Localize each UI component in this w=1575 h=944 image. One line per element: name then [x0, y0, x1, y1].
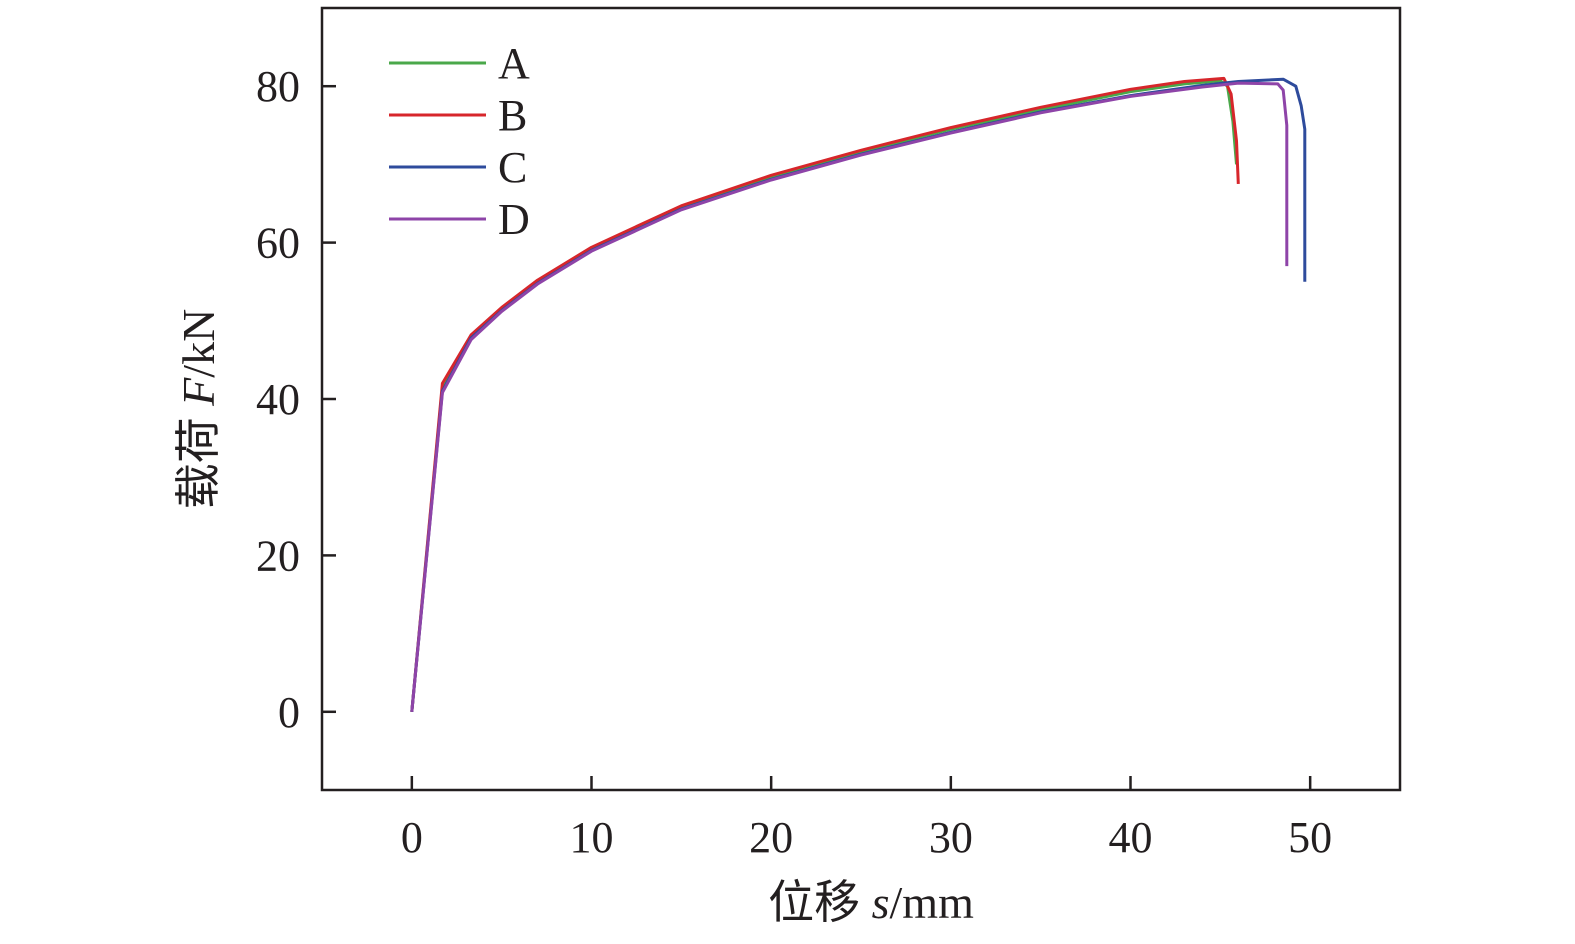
y-tick-label: 0: [278, 688, 300, 737]
y-tick-label: 40: [256, 375, 300, 424]
series-line-a: [410, 79, 1238, 712]
x-tick-label: 30: [929, 813, 973, 862]
y-tick-label: 20: [256, 531, 300, 580]
x-tick-label: 40: [1109, 813, 1153, 862]
series-line-d: [410, 81, 1289, 712]
y-tick-label: 80: [256, 62, 300, 111]
legend-label-a: A: [498, 39, 530, 88]
x-tick-label: 0: [401, 813, 423, 862]
x-tick-label: 10: [570, 813, 614, 862]
x-tick-label: 20: [749, 813, 793, 862]
plot-lines: [410, 76, 1307, 712]
x-axis-label: 位移 s/mm: [768, 877, 974, 928]
y-axis-label: 载荷 F/kN: [173, 309, 224, 510]
plot-frame: [320, 6, 1402, 792]
y-tick-label: 60: [256, 219, 300, 268]
series-line-b: [410, 76, 1240, 712]
legend-label-d: D: [498, 195, 530, 244]
ticks: 0 10 20 30 40 50 0 20 40 60 80: [256, 62, 1332, 862]
legend-label-b: B: [498, 91, 527, 140]
series-line-c: [410, 77, 1307, 712]
x-tick-label: 50: [1288, 813, 1332, 862]
legend-label-c: C: [498, 143, 527, 192]
